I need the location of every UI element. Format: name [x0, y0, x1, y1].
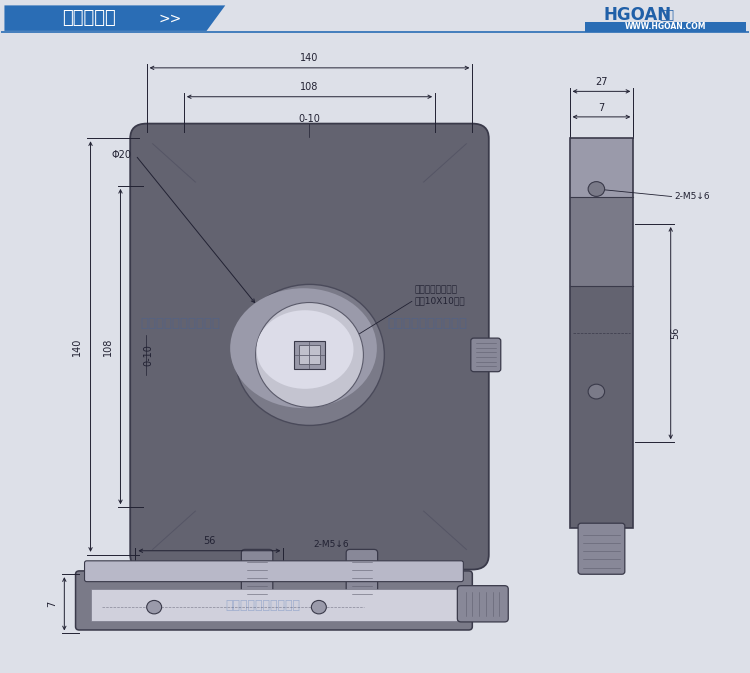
Circle shape	[311, 600, 326, 614]
Bar	[294, 341, 326, 369]
FancyBboxPatch shape	[578, 523, 625, 574]
Bar	[584, 22, 746, 32]
Text: HGOAN: HGOAN	[603, 7, 671, 24]
FancyBboxPatch shape	[85, 561, 464, 581]
Text: >>: >>	[158, 11, 182, 25]
Circle shape	[147, 600, 162, 614]
Bar	[91, 589, 458, 621]
Text: 56: 56	[670, 327, 680, 339]
Bar	[570, 197, 633, 287]
FancyBboxPatch shape	[242, 549, 273, 602]
Circle shape	[588, 384, 604, 399]
FancyBboxPatch shape	[458, 586, 509, 622]
Text: 108: 108	[300, 82, 319, 92]
Text: 108: 108	[103, 337, 113, 356]
Text: 狭缝最大开口尺寸: 狭缝最大开口尺寸	[414, 285, 458, 295]
FancyBboxPatch shape	[471, 338, 501, 371]
Text: 56: 56	[203, 536, 215, 546]
Text: 尺寸外形图: 尺寸外形图	[62, 9, 116, 27]
Text: 140: 140	[72, 337, 82, 356]
Text: 0-10: 0-10	[143, 344, 153, 366]
Ellipse shape	[256, 310, 353, 389]
Text: 140: 140	[300, 53, 319, 63]
Text: 27: 27	[596, 77, 608, 87]
Bar	[570, 139, 633, 197]
Bar	[570, 139, 633, 528]
Ellipse shape	[230, 288, 376, 408]
FancyBboxPatch shape	[130, 124, 489, 569]
Text: Φ20: Φ20	[112, 150, 132, 160]
Text: 北京衡工仪器有限公司: 北京衡工仪器有限公司	[388, 316, 467, 330]
Text: 北京衡工仪器有限公司: 北京衡工仪器有限公司	[140, 316, 220, 330]
Text: 衡工: 衡工	[659, 9, 674, 22]
Text: 7: 7	[598, 103, 604, 113]
Text: 2-M5↓6: 2-M5↓6	[674, 192, 710, 201]
Circle shape	[588, 182, 604, 197]
Polygon shape	[4, 5, 225, 31]
Bar	[570, 287, 633, 528]
Text: 北京衡工仪器有限公司: 北京衡工仪器有限公司	[225, 599, 300, 612]
Bar	[299, 345, 320, 364]
FancyBboxPatch shape	[346, 549, 377, 602]
Text: 0-10: 0-10	[298, 114, 320, 124]
Text: 7: 7	[46, 601, 57, 607]
FancyBboxPatch shape	[76, 571, 472, 630]
Ellipse shape	[235, 285, 384, 425]
Text: 2-M5↓6: 2-M5↓6	[314, 540, 349, 548]
Text: WWW.HGOAN.COM: WWW.HGOAN.COM	[625, 22, 706, 32]
Ellipse shape	[256, 303, 364, 407]
Text: 为：10X10方孔: 为：10X10方孔	[414, 296, 465, 305]
